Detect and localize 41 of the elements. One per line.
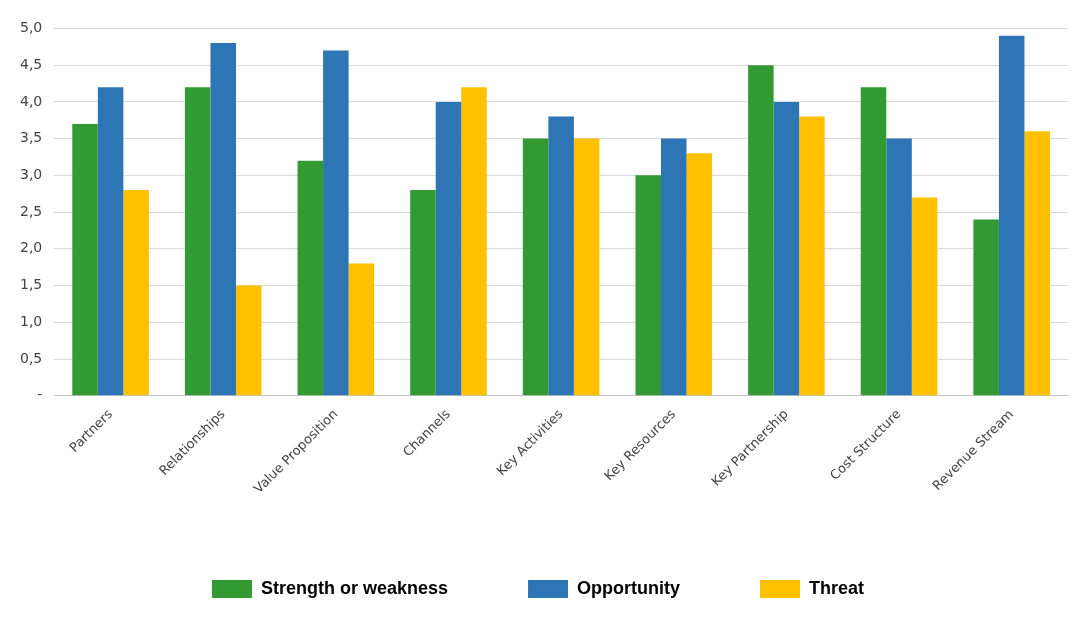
bar — [661, 138, 687, 396]
bar — [323, 50, 349, 396]
bar — [435, 101, 462, 396]
bar — [911, 197, 938, 396]
bar — [748, 65, 774, 396]
bar — [72, 123, 98, 396]
bar — [573, 138, 600, 396]
bar — [860, 87, 887, 396]
y-tick-label: 5,0 — [20, 19, 43, 36]
legend-label: Strength or weakness — [260, 577, 449, 598]
y-tick-label: 1,5 — [20, 276, 43, 293]
y-tick-label: 2,5 — [20, 202, 43, 219]
y-tick-label: 0,5 — [20, 349, 43, 366]
legend-label: Opportunity — [577, 577, 681, 598]
bar — [635, 175, 661, 396]
bar — [973, 219, 999, 396]
bar — [773, 101, 800, 396]
bar — [686, 153, 713, 396]
y-tick-label: 3,0 — [20, 166, 43, 182]
y-tick-label: 2,0 — [20, 239, 43, 256]
bar — [235, 285, 262, 396]
bar — [97, 87, 124, 396]
bar — [184, 87, 211, 396]
bar — [348, 263, 375, 396]
bar — [123, 190, 149, 396]
y-tick-label: 1,0 — [20, 312, 43, 329]
legend-label: Threat — [809, 577, 865, 598]
bar — [410, 190, 436, 396]
y-tick-label: 4,0 — [20, 92, 43, 109]
bar — [461, 87, 487, 396]
bar — [1024, 131, 1050, 396]
y-tick-label: 3,5 — [20, 129, 43, 146]
bar — [522, 138, 549, 396]
y-tick-label: 4,5 — [20, 55, 43, 72]
bar — [799, 116, 825, 396]
y-tick-label: - — [37, 386, 43, 403]
bar — [297, 160, 324, 396]
bar — [210, 43, 236, 396]
bar — [998, 35, 1025, 396]
bar — [548, 116, 574, 396]
bar — [886, 138, 912, 396]
